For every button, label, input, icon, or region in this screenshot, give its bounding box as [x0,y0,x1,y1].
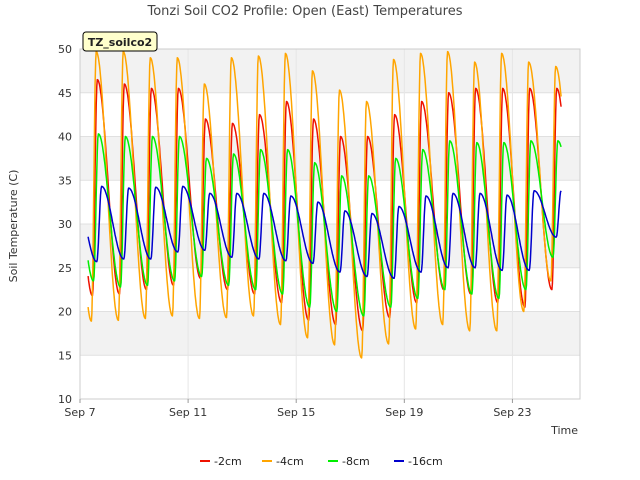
chart-title: Tonzi Soil CO2 Profile: Open (East) Temp… [146,4,462,19]
x-axis-ticks: Sep 7 Sep 11 Sep 15 Sep 19 Sep 23 [64,399,532,419]
dataset-tag-label: TZ_soilco2 [88,36,152,49]
legend-label: -8cm [342,455,370,468]
y-tick-label: 50 [58,43,72,56]
background-band [80,92,580,137]
y-axis-ticks: 10 15 20 25 30 35 40 45 50 [58,43,72,406]
series-line-neg16cm [87,185,562,280]
background-band [80,355,580,399]
x-tick-label: Sep 15 [277,406,315,419]
legend: -2cm -4cm -8cm -16cm [200,455,443,468]
x-tick-label: Sep 11 [169,406,207,419]
x-tick-label: Sep 19 [385,406,423,419]
background-band [80,49,580,93]
y-tick-label: 45 [58,87,72,100]
y-tick-label: 25 [58,262,72,275]
legend-label: -16cm [408,455,443,468]
legend-label: -2cm [214,455,242,468]
y-tick-label: 40 [58,131,72,144]
legend-label: -4cm [276,455,304,468]
series-lines [87,50,562,359]
background-band [80,136,580,181]
dataset-tag-box [82,31,158,52]
y-axis-label: Soil Temperature (C) [7,170,20,283]
x-tick-label: Sep 7 [64,406,95,419]
y-tick-label: 10 [58,393,72,406]
dataset-tag: TZ_soilco2 [82,31,158,52]
y-tick-label: 20 [58,306,72,319]
series-line-neg8cm [87,133,562,317]
y-tick-label: 35 [58,174,72,187]
x-tick-label: Sep 23 [493,406,531,419]
plot-frame [79,48,581,400]
y-tick-label: 15 [58,349,72,362]
y-tick-label: 30 [58,218,72,231]
x-axis-label: Time [550,424,578,437]
